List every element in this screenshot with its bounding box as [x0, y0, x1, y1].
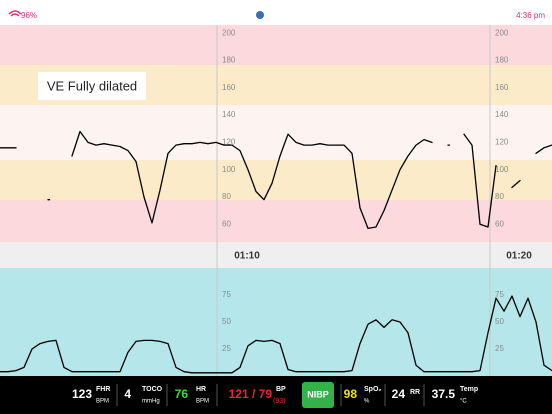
- toco-label: TOCO: [142, 386, 163, 393]
- time-strip: [0, 242, 552, 268]
- band: [0, 160, 552, 200]
- y-tick-label: 60: [222, 219, 231, 228]
- band: [0, 105, 552, 160]
- y-tick-label: 25: [222, 344, 231, 353]
- app-icon: [256, 11, 264, 19]
- fhr-background: [0, 25, 552, 242]
- fhr-unit: BPM: [96, 399, 109, 405]
- y-tick-label: 80: [495, 192, 504, 201]
- y-tick-label: 160: [495, 83, 509, 92]
- y-tick-label: 25: [495, 344, 504, 353]
- y-tick-label: 180: [222, 56, 236, 65]
- hr-value: 76: [175, 387, 189, 401]
- hr-label: HR: [196, 386, 206, 393]
- traces: 60 60 80 80 100 100 120 120 140 140 160 160 180 180 20…: [0, 28, 552, 374]
- toco-value: 4: [124, 387, 131, 401]
- bp-mean: (93): [273, 398, 285, 405]
- trace: [0, 295, 552, 374]
- spo2-value: 98: [344, 387, 358, 401]
- annotation: VE Fully dilated: [47, 78, 137, 93]
- y-tick-label: 140: [222, 110, 236, 119]
- y-tick-label: 120: [222, 137, 236, 146]
- hr-unit: BPM: [196, 399, 209, 405]
- y-tick-label: 100: [222, 165, 236, 174]
- band: [0, 200, 552, 242]
- y-tick-label: 140: [495, 110, 509, 119]
- battery: 96%: [21, 11, 37, 20]
- fhr-label: FHR: [96, 386, 110, 393]
- time-label: 01:20: [506, 251, 532, 262]
- nibp-label[interactable]: NIBP: [307, 389, 329, 399]
- temp-unit: °C: [460, 399, 467, 405]
- y-tick-label: 200: [495, 28, 509, 37]
- y-tick-label: 50: [222, 317, 231, 326]
- y-tick-label: 50: [495, 317, 504, 326]
- spo2-label: SpO₂: [364, 386, 382, 393]
- time-label: 01:10: [234, 251, 260, 262]
- band: [0, 25, 552, 65]
- spo2-unit: %: [364, 399, 370, 405]
- rr-value: 24: [392, 387, 406, 401]
- rr-label: RR: [410, 389, 420, 396]
- annotation-box: [38, 72, 146, 100]
- temp-label: Temp: [460, 386, 478, 393]
- vitals: 123 FHR BPM 4 TOCO mmHg 76 HR BPM 121 / …: [72, 382, 478, 408]
- wifi-icon: [8, 10, 22, 17]
- bp-label: BP: [276, 386, 286, 393]
- y-tick-label: 80: [222, 192, 231, 201]
- y-tick-label: 120: [495, 137, 509, 146]
- nibp-button[interactable]: [302, 382, 334, 408]
- y-tick-label: 180: [495, 56, 509, 65]
- y-tick-label: 160: [222, 83, 236, 92]
- y-tick-label: 75: [222, 290, 231, 299]
- fhr-value: 123: [72, 387, 92, 401]
- y-tick-label: 75: [495, 290, 504, 299]
- clock: 4:36 pm: [516, 11, 545, 20]
- bp-value: 121 / 79: [229, 387, 273, 401]
- vitals-bar: [0, 376, 552, 414]
- status-bar: [0, 0, 552, 25]
- toco-background: [0, 268, 552, 376]
- y-tick-label: 60: [495, 219, 504, 228]
- toco-unit: mmHg: [142, 399, 160, 405]
- trace: [0, 130, 552, 230]
- y-tick-label: 100: [495, 165, 509, 174]
- y-tick-label: 200: [222, 28, 236, 37]
- temp-value: 37.5: [432, 387, 456, 401]
